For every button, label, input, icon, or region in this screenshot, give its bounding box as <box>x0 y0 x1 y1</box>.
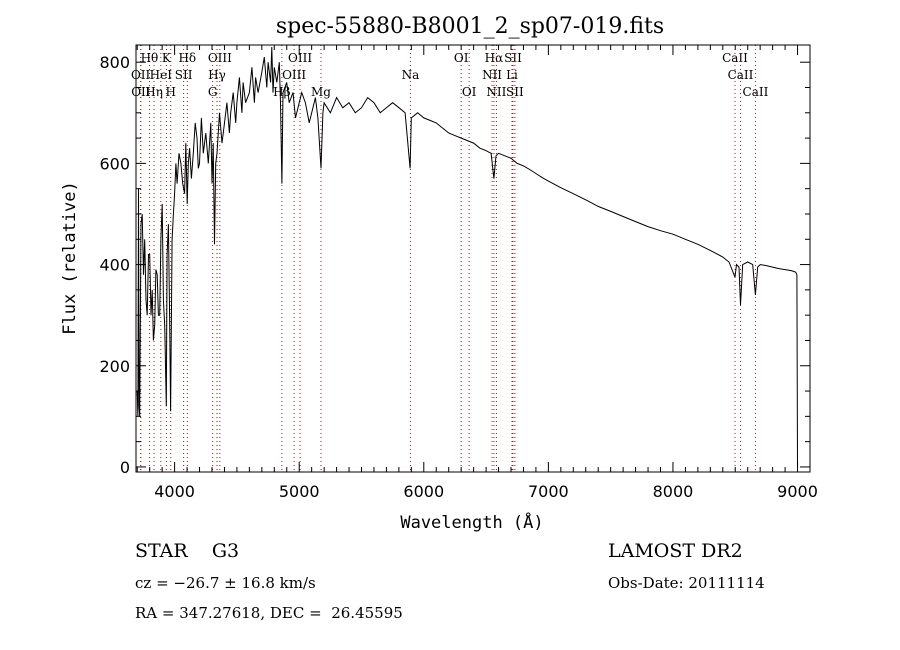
spectrum-line <box>136 46 798 467</box>
marker-label: Li <box>506 68 518 82</box>
marker-label: Hβ <box>273 85 290 99</box>
x-tick-label: 5000 <box>279 482 320 501</box>
coordinates-label: RA = 347.27618, DEC = 26.45595 <box>135 604 403 622</box>
marker-label: Hγ <box>208 68 226 82</box>
x-tick-label: 4000 <box>154 482 195 501</box>
marker-label: CaII <box>728 68 754 82</box>
marker-label: OIII <box>282 68 306 82</box>
redshift-label: cz = −26.7 ± 16.8 km/s <box>135 574 316 592</box>
marker-label: SII <box>175 68 193 82</box>
marker-label: NII <box>486 85 506 99</box>
marker-label: H <box>166 85 176 99</box>
y-tick-label: 800 <box>99 53 130 72</box>
marker-label: SII <box>506 85 524 99</box>
marker-label: OI <box>454 51 469 65</box>
marker-label: Hδ <box>178 51 196 65</box>
x-axis-label: Wavelength (Å) <box>400 511 543 533</box>
obs-date-label: Obs-Date: 20111114 <box>608 574 765 592</box>
marker-label: OIII <box>208 51 232 65</box>
marker-label: OIII <box>288 51 312 65</box>
survey-label: LAMOST DR2 <box>608 540 743 562</box>
axis-ticks: 4000 5000 6000 7000 8000 9000 0 200 400 600 800 <box>99 45 818 501</box>
x-tick-label: 7000 <box>528 482 569 501</box>
subclass-label: G3 <box>211 540 240 562</box>
marker-label: HeI <box>150 68 173 82</box>
y-tick-label: 200 <box>99 357 130 376</box>
marker-label: Hη <box>145 85 163 99</box>
x-tick-label: 9000 <box>777 482 818 501</box>
x-tick-label: 6000 <box>403 482 444 501</box>
y-tick-label: 600 <box>99 154 130 173</box>
y-tick-label: 400 <box>99 256 130 275</box>
object-class: STAR G3 <box>135 540 239 562</box>
marker-label: G <box>208 85 218 99</box>
marker-label: Hθ <box>141 51 159 65</box>
y-tick-label: 0 <box>120 458 130 477</box>
chart-title: spec-55880-B8001_2_sp07-019.fits <box>276 14 664 39</box>
plot-frame <box>135 44 811 473</box>
marker-label: K <box>162 51 172 65</box>
marker-label: NII <box>482 68 502 82</box>
x-tick-label: 8000 <box>653 482 694 501</box>
marker-label: CaII <box>722 51 748 65</box>
marker-label: OI <box>462 85 477 99</box>
marker-label: CaII <box>743 85 769 99</box>
y-axis-label: Flux (relative) <box>60 181 80 335</box>
marker-label: Hα <box>485 51 504 65</box>
marker-label: SII <box>504 51 522 65</box>
marker-label: Mg <box>311 85 331 99</box>
marker-label: Na <box>402 68 420 82</box>
class-label: STAR <box>135 540 188 562</box>
marker-label: OII <box>131 68 151 82</box>
